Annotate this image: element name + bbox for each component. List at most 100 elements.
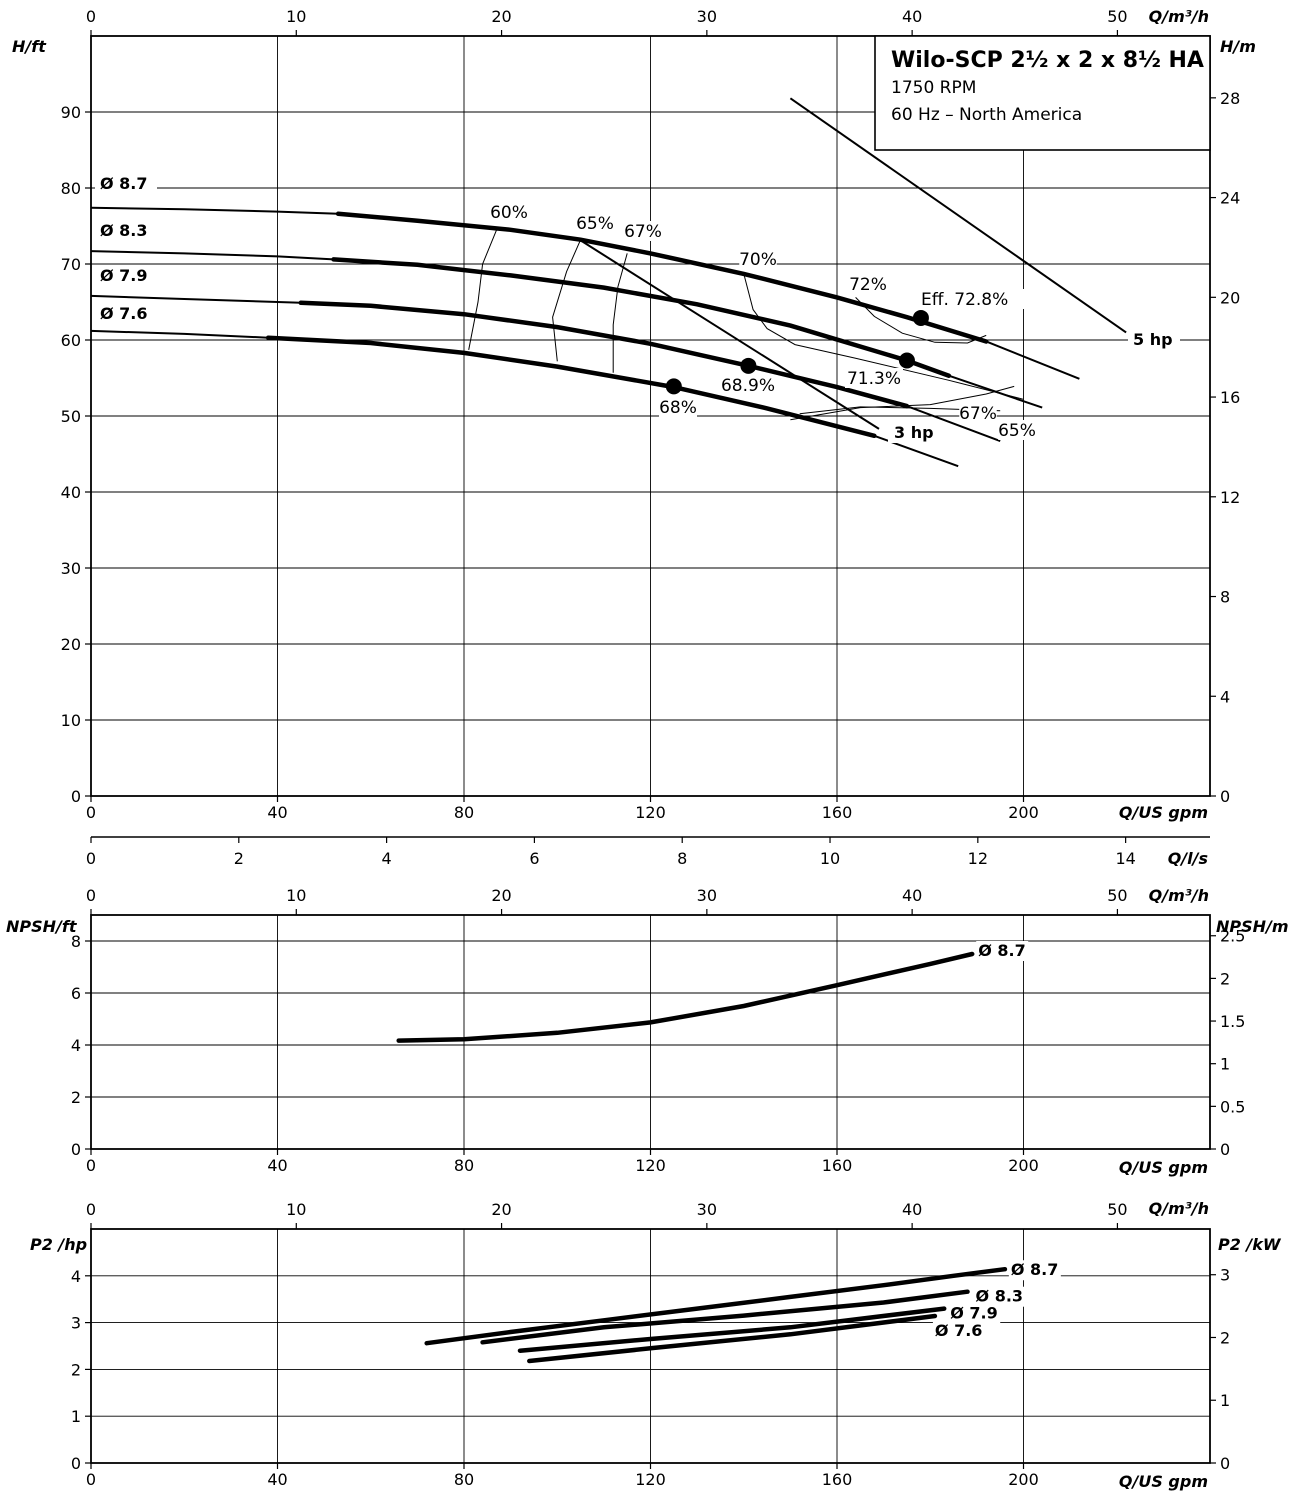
head-top-tick-label: 50 [1107, 7, 1127, 26]
power-curve-label: Ø 8.7 [1011, 1260, 1059, 1279]
head-x-tick-label: 80 [454, 803, 474, 822]
npsh-y2-tick-label: 1.5 [1220, 1012, 1245, 1031]
power-label-bg [948, 1303, 1001, 1324]
efficiency-label: 70% [739, 250, 777, 270]
efficiency-label-bg [624, 221, 662, 241]
bep-label-bg [845, 368, 903, 388]
npsh-y-tick-label: 8 [71, 932, 81, 951]
head-y-tick-label: 0 [71, 787, 81, 806]
head-curve-operating-range [298, 300, 910, 409]
npsh-y2-tick-label: 1 [1220, 1055, 1230, 1074]
legend-frequency: 60 Hz – North America [891, 105, 1082, 125]
npsh-top-tick-label: 30 [697, 886, 717, 905]
efficiency-label: 67% [624, 222, 662, 242]
power-top-tick-label: 20 [491, 1200, 511, 1219]
curve-label-bg [95, 174, 157, 194]
power-top-tick-label: 0 [86, 1200, 96, 1219]
head-x-tick-label: 40 [267, 803, 287, 822]
efficiency-label-bg [998, 420, 1036, 440]
head-top-tick-label: 10 [286, 7, 306, 26]
head-top-tick-label: 20 [491, 7, 511, 26]
best-efficiency-point [898, 352, 915, 369]
power-x-tick-label: 200 [1008, 1470, 1039, 1489]
best-efficiency-point [665, 378, 682, 395]
head-y2-tick-label: 0 [1220, 787, 1230, 806]
ls-tick-label: 8 [677, 849, 687, 868]
best-efficiency-point [912, 309, 929, 326]
power-label-bg [973, 1286, 1026, 1307]
head-y2-tick-label: 4 [1220, 687, 1230, 706]
y-axis-label-npsh-ft: NPSH/ft [6, 917, 78, 936]
power-y-tick-label: 1 [71, 1407, 81, 1426]
npsh-x-tick-label: 160 [822, 1156, 853, 1175]
bep-label-bg [659, 397, 697, 417]
efficiency-label: 67% [959, 404, 997, 424]
power-y2-tick-label: 3 [1220, 1266, 1230, 1285]
ls-tick-label: 14 [1115, 849, 1135, 868]
head-top-tick-label: 30 [697, 7, 717, 26]
power-label-bg [1128, 328, 1180, 350]
head-y2-tick-label: 24 [1220, 189, 1240, 208]
head-curve-operating-range [265, 335, 877, 439]
power-curve-label: Ø 8.3 [976, 1287, 1024, 1306]
head-curve-operating-range [335, 211, 989, 344]
bep-label: 71.3% [847, 369, 901, 389]
head-y-tick-label: 20 [61, 635, 81, 654]
power-panel: Ø 8.7Ø 8.3Ø 7.9Ø 7.6 0 40 80 120 160 20001234… [30, 1199, 1282, 1491]
power-y-tick-label: 0 [71, 1454, 81, 1473]
npsh-y-tick-label: 0 [71, 1140, 81, 1159]
power-curve-label: Ø 7.9 [950, 1304, 998, 1323]
npsh-x-tick-label: 200 [1008, 1156, 1039, 1175]
ls-tick-label: 12 [968, 849, 988, 868]
efficiency-label-bg [490, 202, 528, 222]
npsh-x-tick-label: 40 [267, 1156, 287, 1175]
efficiency-contour-line [855, 297, 987, 344]
npsh-x-tick-label: 0 [86, 1156, 96, 1175]
head-y-tick-label: 90 [61, 103, 81, 122]
power-y-tick-label: 4 [71, 1267, 81, 1286]
power-line-label: 3 hp [894, 423, 934, 442]
top-axis-label-m3h-power: Q/m³/h [1149, 1199, 1209, 1218]
efficiency-contour-line [743, 273, 1024, 400]
ls-tick-label: 10 [820, 849, 840, 868]
top-axis-label-m3h: Q/m³/h [1149, 7, 1209, 26]
head-x-tick-label: 160 [822, 803, 853, 822]
npsh-curve-line [396, 951, 975, 1043]
power-curve-line [527, 1313, 938, 1364]
npsh-y2-tick-label: 0.5 [1220, 1097, 1245, 1116]
head-curve-operating-range [331, 257, 952, 378]
head-y2-tick-label: 16 [1220, 388, 1240, 407]
curve-label-bg [95, 304, 157, 324]
npsh-y2-tick-label: 2.5 [1220, 927, 1245, 946]
top-axis-label-m3h-npsh: Q/m³/h [1149, 886, 1209, 905]
head-top-tick-label: 0 [86, 7, 96, 26]
y-axis-label-h-ft: H/ft [12, 37, 47, 56]
flow-ls-axis: 0 2 4 6 8 10 12 14 [86, 836, 1210, 868]
bep-label: 68% [659, 398, 697, 418]
head-x-tick-label: 120 [635, 803, 666, 822]
power-x-tick-label: 0 [86, 1470, 96, 1489]
head-y-tick-label: 60 [61, 331, 81, 350]
head-y-tick-label: 40 [61, 483, 81, 502]
efficiency-label: 72% [849, 275, 887, 295]
head-y-tick-label: 10 [61, 711, 81, 730]
power-y2-tick-label: 2 [1220, 1328, 1230, 1347]
npsh-top-tick-label: 50 [1107, 886, 1127, 905]
bep-label-bg [719, 375, 777, 395]
power-limit-line [580, 239, 880, 430]
npsh-y-tick-label: 2 [71, 1088, 81, 1107]
npsh-x-tick-label: 80 [454, 1156, 474, 1175]
bep-label: 68.9% [721, 376, 775, 396]
legend-box: Wilo-SCP 2½ x 2 x 8½ HA 1750 RPM 60 Hz –… [874, 35, 1211, 151]
efficiency-label: 60% [490, 203, 528, 223]
power-y-tick-label: 2 [71, 1360, 81, 1379]
ls-tick-label: 6 [529, 849, 539, 868]
npsh-x-tick-label: 120 [635, 1156, 666, 1175]
efficiency-contour-line [552, 239, 582, 362]
head-y-tick-label: 70 [61, 255, 81, 274]
npsh-curve-label: Ø 8.7 [978, 941, 1026, 960]
ls-tick-label: 0 [86, 849, 96, 868]
x-axis-label-gpm-npsh: Q/US gpm [1119, 1158, 1208, 1177]
power-x-tick-label: 80 [454, 1470, 474, 1489]
